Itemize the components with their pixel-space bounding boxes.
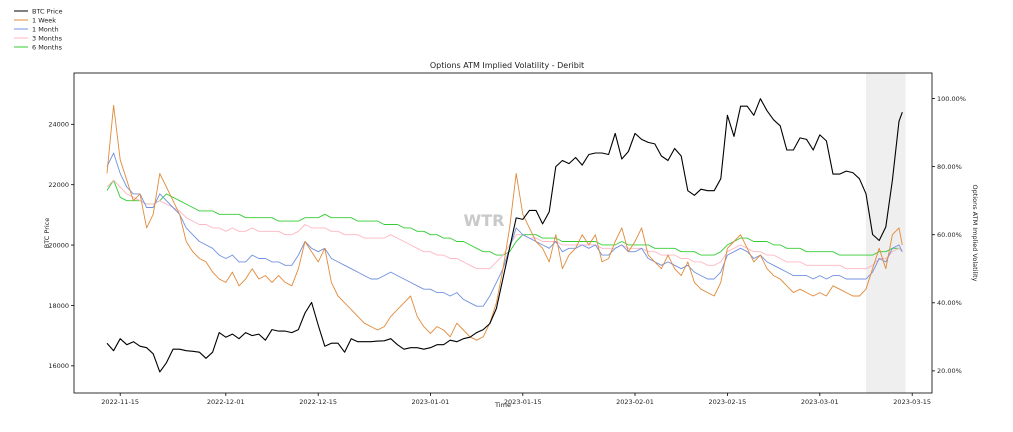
x-tick-label: 2023-02-01 xyxy=(616,398,654,406)
legend-label-6-months: 6 Months xyxy=(32,44,63,52)
left-tick-label: 22000 xyxy=(48,181,69,189)
x-axis-label: Time xyxy=(494,401,511,409)
x-tick-label: 2023-03-01 xyxy=(801,398,839,406)
right-axis-ticks: 20.00% 40.00% 60.00% 80.00% 100.00% xyxy=(932,95,966,375)
series-line-btc-price xyxy=(106,98,903,373)
x-tick-label: 2023-02-15 xyxy=(709,398,747,406)
x-tick-label: 2022-11-15 xyxy=(101,398,139,406)
legend-label-btc-price: BTC Price xyxy=(32,8,63,16)
legend-label-1-week: 1 Week xyxy=(32,17,56,25)
right-tick-label: 40.00% xyxy=(937,299,962,307)
right-axis-label: Options ATM Implied Volatility xyxy=(971,185,979,282)
x-axis-ticks: 2022-11-15 2022-12-01 2022-12-15 2023-01-01… xyxy=(101,393,931,406)
x-tick-label: 2023-01-15 xyxy=(504,398,542,406)
legend: BTC Price 1 Week 1 Month 3 Months 6 Mont… xyxy=(14,8,63,52)
legend-label-3-months: 3 Months xyxy=(32,35,63,43)
x-tick-label: 2022-12-01 xyxy=(207,398,245,406)
legend-label-1-month: 1 Month xyxy=(32,26,59,34)
left-axis-label: BTC Price xyxy=(43,218,51,249)
right-tick-label: 80.00% xyxy=(937,163,962,171)
left-tick-label: 18000 xyxy=(48,302,69,310)
x-tick-label: 2023-03-15 xyxy=(893,398,931,406)
left-axis-ticks: 16000 18000 20000 22000 24000 xyxy=(48,121,74,370)
right-tick-label: 20.00% xyxy=(937,367,962,375)
right-tick-label: 60.00% xyxy=(937,231,962,239)
chart-title: Options ATM Implied Volatility - Deribit xyxy=(430,61,584,70)
x-tick-label: 2022-12-15 xyxy=(299,398,337,406)
left-tick-label: 24000 xyxy=(48,121,69,129)
watermark-text: WTR xyxy=(464,211,505,230)
series-line-1-month xyxy=(106,152,903,307)
left-tick-label: 16000 xyxy=(48,362,69,370)
series-layer xyxy=(106,98,903,373)
right-tick-label: 100.00% xyxy=(937,95,966,103)
series-line-1-week xyxy=(106,104,903,341)
x-tick-label: 2023-01-01 xyxy=(412,398,450,406)
left-tick-label: 20000 xyxy=(48,241,69,249)
series-line-6-months xyxy=(106,179,903,256)
plot-frame xyxy=(73,72,933,394)
